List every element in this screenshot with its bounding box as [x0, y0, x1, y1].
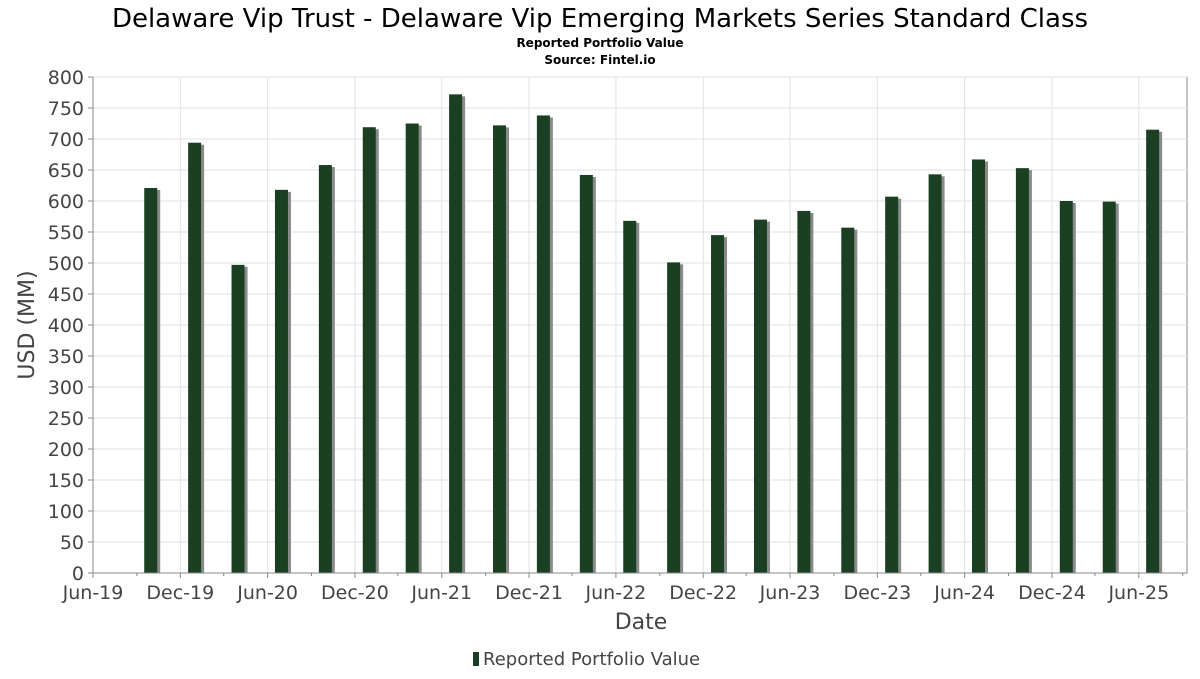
y-tick-label: 700	[48, 129, 84, 151]
bar-2024-03-31	[928, 174, 942, 573]
y-tick-label: 0	[72, 563, 84, 585]
y-tick-label: 300	[48, 377, 84, 399]
bar-2021-06-30	[449, 94, 463, 574]
x-tick-label: Jun-25	[1107, 582, 1169, 604]
x-tick-label: Dec-19	[146, 582, 214, 604]
x-tick-label: Dec-20	[321, 582, 389, 604]
bar-2024-09-30	[1015, 168, 1029, 573]
legend: Reported Portfolio Value	[473, 649, 700, 670]
bar-2024-12-31	[1059, 201, 1073, 573]
x-tick-label: Jun-20	[236, 582, 298, 604]
x-tick-label: Jun-23	[759, 582, 821, 604]
bar-2023-12-31	[885, 196, 899, 573]
y-tick-label: 800	[48, 67, 84, 89]
y-tick-label: 250	[48, 408, 84, 430]
y-tick-label: 100	[48, 501, 84, 523]
x-tick-label: Jun-22	[585, 582, 647, 604]
y-tick-label: 450	[48, 284, 84, 306]
x-tick-label: Dec-21	[495, 582, 563, 604]
bar-2020-06-30	[274, 189, 288, 573]
y-tick-label: 550	[48, 222, 84, 244]
bar-2020-12-31	[362, 127, 376, 573]
bars-layer	[144, 94, 1163, 574]
bar-2022-03-31	[579, 174, 593, 573]
axis-layer: 0 50 100 150 200 250 300 350 400 450 500 550 600 650 7…	[48, 67, 1187, 604]
legend-swatch	[473, 652, 479, 666]
x-tick-label: Jun-19	[62, 582, 124, 604]
bar-2021-03-31	[405, 123, 419, 573]
bar-2019-12-31	[188, 142, 202, 573]
chart-title: Delaware Vip Trust - Delaware Vip Emergi…	[112, 4, 1088, 34]
bar-2021-09-30	[492, 125, 506, 574]
bar-2019-09-30	[144, 187, 158, 574]
y-tick-label: 500	[48, 253, 84, 275]
bar-2025-03-31	[1102, 201, 1116, 573]
bar-2023-03-31	[753, 219, 767, 573]
y-tick-label: 750	[48, 98, 84, 120]
x-tick-label: Dec-24	[1018, 582, 1086, 604]
bar-2020-09-30	[318, 165, 332, 574]
legend-label: Reported Portfolio Value	[483, 649, 700, 670]
bar-2020-03-31	[231, 264, 245, 573]
bar-2024-06-30	[972, 159, 986, 573]
x-tick-label: Dec-22	[669, 582, 737, 604]
y-axis-label: USD (MM)	[15, 270, 40, 379]
y-tick-label: 350	[48, 346, 84, 368]
bar-2022-06-30	[623, 220, 637, 573]
chart-subtitle: Reported Portfolio Value	[516, 36, 683, 50]
chart-source: Source: Fintel.io	[544, 53, 655, 67]
x-tick-label: Jun-24	[933, 582, 995, 604]
x-tick-label: Dec-23	[843, 582, 911, 604]
y-tick-label: 200	[48, 439, 84, 461]
y-tick-label: 650	[48, 160, 84, 182]
bar-2023-09-30	[841, 227, 855, 573]
bar-2022-12-31	[711, 235, 725, 573]
bar-2023-06-30	[797, 210, 811, 574]
bar-2022-09-30	[667, 262, 681, 573]
bar-2025-06-30	[1146, 129, 1160, 573]
x-tick-label: Jun-21	[410, 582, 472, 604]
bar-2021-12-31	[536, 115, 550, 573]
y-tick-label: 150	[48, 470, 84, 492]
x-axis-label: Date	[615, 610, 668, 635]
y-tick-label: 600	[48, 191, 84, 213]
y-tick-label: 400	[48, 315, 84, 337]
y-tick-label: 50	[60, 532, 84, 554]
